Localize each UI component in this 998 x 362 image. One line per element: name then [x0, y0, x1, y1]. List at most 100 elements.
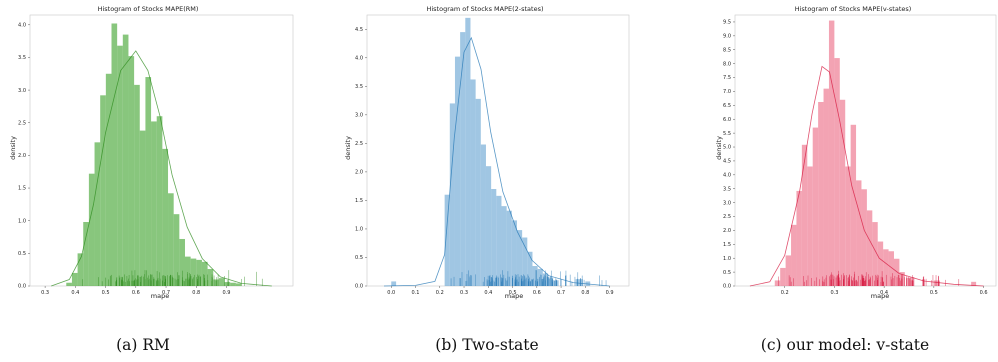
- histogram-bar: [218, 278, 225, 286]
- histogram-bar: [780, 267, 786, 286]
- histogram-bar: [122, 34, 129, 286]
- histogram-bar: [117, 45, 123, 287]
- x-tick-label: 0.1: [412, 290, 420, 296]
- histogram-bar: [511, 220, 517, 286]
- histogram-bar: [134, 84, 140, 287]
- histogram-bar: [139, 130, 146, 286]
- y-tick-label: 0.0: [18, 284, 26, 290]
- x-tick-label: 0.6: [132, 290, 140, 296]
- histogram-bar: [856, 180, 862, 286]
- x-tick-label: 0.3: [460, 290, 468, 296]
- y-axis-label: density: [9, 136, 17, 160]
- histogram-bar: [475, 98, 481, 286]
- histogram-bar: [94, 142, 101, 286]
- y-tick-label: 0.0: [723, 284, 731, 290]
- histogram-bar: [491, 189, 497, 286]
- y-tick-label: 2.5: [18, 120, 26, 126]
- x-tick-label: 0.4: [484, 290, 492, 296]
- y-tick-label: 4.0: [723, 173, 731, 179]
- y-tick-label: 3.0: [18, 88, 26, 94]
- histogram-bar: [460, 32, 466, 287]
- y-tick-label: 3.0: [355, 113, 363, 119]
- kde-curve: [383, 36, 610, 287]
- y-tick-label: 9.5: [723, 20, 731, 26]
- histogram-bar: [893, 258, 900, 286]
- histogram-bar: [83, 222, 89, 286]
- y-tick-label: 3.5: [355, 84, 363, 90]
- histogram-bar: [128, 56, 135, 287]
- y-tick-label: 3.5: [18, 55, 26, 61]
- y-tick-label: 1.5: [355, 198, 363, 204]
- y-tick-label: 0.5: [723, 270, 731, 276]
- histogram-bar: [812, 127, 819, 286]
- plot-area: 0.3 0.4 0.5 0.6 0.7 0.8 0.9 0.0 0.5 1.0 1.5 2.0 2.5 3…: [18, 14, 294, 296]
- x-tick-label: 0.3: [41, 290, 49, 296]
- y-tick-label: 1.5: [18, 186, 26, 192]
- histogram-bar: [516, 230, 523, 286]
- chart-title: Histogram of Stocks MAPE(v-states): [795, 5, 912, 13]
- y-tick-label: 3.5: [723, 186, 731, 192]
- y-tick-label: 4.5: [723, 159, 731, 165]
- y-tick-label: 6.5: [723, 103, 731, 109]
- histogram-bar: [872, 222, 878, 286]
- histogram-bar: [173, 214, 180, 286]
- kde-curve: [51, 50, 272, 287]
- x-tick-label: 0.5: [930, 290, 938, 296]
- y-axis-label: density: [344, 136, 352, 160]
- histogram-bar: [551, 280, 559, 286]
- histogram-bar: [156, 116, 163, 287]
- histogram-bar: [527, 251, 533, 286]
- histogram-bar: [575, 279, 583, 286]
- histogram-bar: [71, 272, 78, 286]
- histogram-bar: [883, 249, 889, 286]
- histogram-bar: [151, 121, 157, 286]
- histogram-bar: [888, 251, 894, 286]
- histogram-bar: [807, 166, 813, 286]
- histogram-bar: [501, 206, 507, 286]
- histogram-bar: [66, 282, 72, 286]
- x-tick-label: 0.2: [436, 290, 444, 296]
- x-tick-label: 0.7: [557, 290, 565, 296]
- histogram-bar: [88, 173, 95, 286]
- y-tick-label: 6.0: [723, 117, 731, 123]
- histogram-bar: [801, 144, 808, 286]
- histogram-bar: [818, 101, 824, 286]
- chart-title: Histogram of Stocks MAPE(2-states): [426, 5, 543, 13]
- y-tick-label: 0.0: [355, 284, 363, 290]
- x-tick-label: 0.7: [162, 290, 170, 296]
- histogram-bar: [145, 77, 152, 286]
- histogram-bar: [100, 95, 106, 286]
- histogram-bar: [77, 253, 84, 286]
- panel-v-state: Histogram of Stocks MAPE(v-states) densi…: [715, 5, 997, 354]
- y-tick-label: 2.0: [355, 170, 363, 176]
- x-axis-label: mape: [151, 292, 169, 300]
- histogram-bar: [774, 280, 781, 286]
- y-tick-label: 9.0: [723, 34, 731, 40]
- panel-two-state: Histogram of Stocks MAPE(2-states) densi…: [344, 5, 630, 354]
- histogram-bar: [785, 255, 792, 286]
- y-tick-label: 4.5: [355, 27, 363, 33]
- histogram-bar: [465, 17, 471, 286]
- histogram-bar: [184, 256, 191, 286]
- y-tick-label: 8.0: [723, 61, 731, 67]
- y-tick-label: 1.0: [355, 227, 363, 233]
- histogram-bar: [449, 103, 455, 286]
- y-tick-label: 3.0: [723, 200, 731, 206]
- x-tick-label: 0.5: [102, 290, 110, 296]
- histogram-bar: [877, 241, 884, 286]
- histogram-bar: [522, 237, 528, 286]
- histogram-bar: [201, 261, 208, 286]
- histogram-bar: [791, 224, 797, 286]
- x-tick-label: 0.6: [533, 290, 541, 296]
- x-tick-label: 0.5: [509, 290, 517, 296]
- x-tick-label: 0.9: [606, 290, 614, 296]
- x-tick-label: 0.6: [980, 290, 988, 296]
- histogram-bar: [532, 266, 538, 286]
- histogram-bar: [839, 99, 846, 287]
- y-tick-label: 4.0: [355, 55, 363, 61]
- histogram-bar: [168, 193, 174, 286]
- y-tick-label: 5.0: [723, 145, 731, 151]
- histogram-bar: [207, 269, 214, 286]
- y-tick-label: 0.5: [18, 251, 26, 257]
